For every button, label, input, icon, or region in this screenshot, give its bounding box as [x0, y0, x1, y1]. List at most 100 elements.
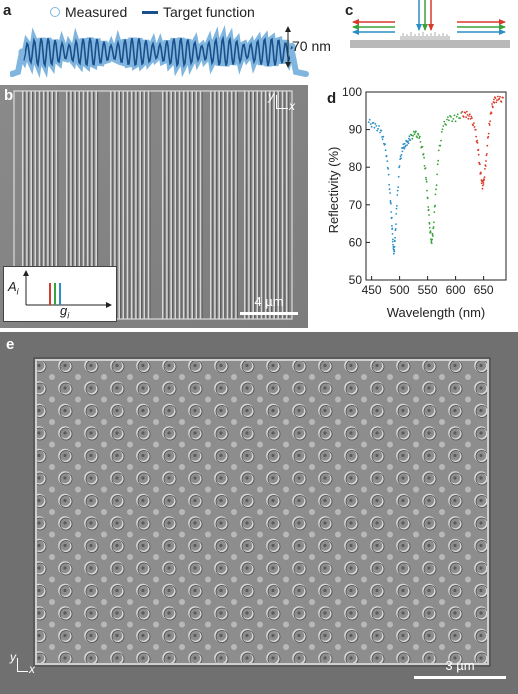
data-point — [423, 165, 426, 167]
data-point — [481, 184, 484, 187]
data-point — [487, 135, 490, 138]
data-point — [486, 153, 488, 155]
axis-y-label-e: y — [10, 650, 16, 664]
data-point — [468, 115, 470, 117]
grating-ridges — [402, 32, 448, 36]
panel-label-c: c — [345, 2, 354, 19]
hexagonal-pattern — [36, 360, 488, 664]
height-arrow-head-top — [285, 26, 291, 32]
data-point — [391, 224, 393, 227]
legend-measured-label: Measured — [65, 4, 128, 20]
axis-indicator-b: y x — [268, 89, 302, 115]
data-point — [456, 113, 459, 116]
y-tick-label: 80 — [349, 160, 363, 174]
height-label: 70 nm — [292, 38, 331, 54]
sem-image-gratings: b y x Ai gi 4 µm — [0, 85, 308, 328]
scale-bar-line-b — [240, 312, 298, 315]
data-point — [449, 114, 451, 117]
data-point — [431, 238, 433, 241]
data-point — [394, 228, 397, 230]
data-point — [432, 226, 435, 228]
data-point — [486, 144, 489, 147]
y-tick-label: 90 — [349, 123, 363, 137]
data-point — [496, 99, 498, 102]
data-point — [376, 129, 379, 132]
data-point — [381, 138, 384, 141]
data-point — [398, 166, 400, 169]
data-point — [373, 126, 376, 129]
data-point — [452, 118, 455, 120]
data-point — [423, 156, 425, 159]
chart-x-axis-label: Wavelength (nm) — [387, 305, 486, 320]
data-point — [461, 110, 464, 113]
data-point — [415, 130, 417, 133]
sem-image-hexagonal: e y x 3 µm — [0, 332, 518, 694]
data-point — [498, 97, 501, 100]
data-point — [428, 226, 431, 229]
data-point — [406, 144, 408, 146]
data-point — [416, 136, 419, 139]
data-point — [426, 197, 429, 200]
data-point — [485, 160, 487, 162]
data-point — [453, 114, 456, 117]
data-point — [469, 118, 472, 120]
data-point — [428, 223, 431, 225]
data-point — [384, 149, 387, 152]
data-point — [391, 233, 394, 235]
data-point — [479, 163, 481, 166]
data-point — [428, 214, 430, 216]
y-tick-label: 60 — [349, 235, 363, 249]
data-point — [473, 122, 475, 124]
data-point — [482, 183, 485, 185]
data-point — [387, 168, 390, 170]
data-point — [451, 120, 454, 123]
data-point — [435, 184, 438, 187]
data-point — [430, 242, 433, 245]
panel-label-a: a — [3, 2, 12, 19]
data-point — [477, 148, 480, 151]
data-point — [390, 202, 392, 205]
y-tick-label: 50 — [349, 273, 363, 287]
legend-target: Target function — [142, 4, 255, 20]
data-point — [404, 145, 407, 147]
axis-indicator-e: y x — [10, 650, 44, 678]
data-point — [380, 129, 383, 132]
data-point — [500, 101, 503, 103]
data-point — [460, 112, 463, 114]
data-point — [387, 173, 390, 176]
data-point — [370, 125, 373, 128]
scale-bar-e: 3 µm — [414, 658, 506, 679]
data-point — [382, 135, 385, 138]
data-point — [483, 179, 486, 181]
data-point — [374, 123, 377, 125]
data-point — [425, 180, 428, 183]
data-point — [397, 175, 400, 178]
data-point — [418, 137, 421, 139]
data-point — [372, 121, 375, 124]
data-point — [425, 176, 427, 179]
data-point — [393, 248, 396, 251]
data-point — [389, 192, 391, 194]
data-point — [448, 119, 450, 122]
data-point — [408, 135, 411, 138]
data-point — [472, 124, 475, 127]
data-point — [425, 178, 428, 181]
x-tick-label: 450 — [362, 283, 382, 297]
data-point — [377, 127, 379, 130]
pattern-border — [13, 90, 293, 320]
data-point — [450, 116, 452, 118]
data-point — [384, 143, 386, 146]
data-point — [396, 194, 399, 196]
x-tick-label: 500 — [390, 283, 410, 297]
measured-marker-icon — [50, 7, 60, 17]
data-point — [476, 142, 479, 144]
data-point — [488, 124, 491, 126]
legend-measured: Measured — [50, 4, 127, 20]
data-point — [395, 207, 398, 210]
data-point — [427, 208, 430, 211]
diffracted-beams-left — [352, 19, 395, 35]
surface-profile — [10, 25, 309, 79]
data-point — [396, 189, 399, 192]
data-point — [409, 139, 412, 141]
data-point — [481, 187, 484, 190]
